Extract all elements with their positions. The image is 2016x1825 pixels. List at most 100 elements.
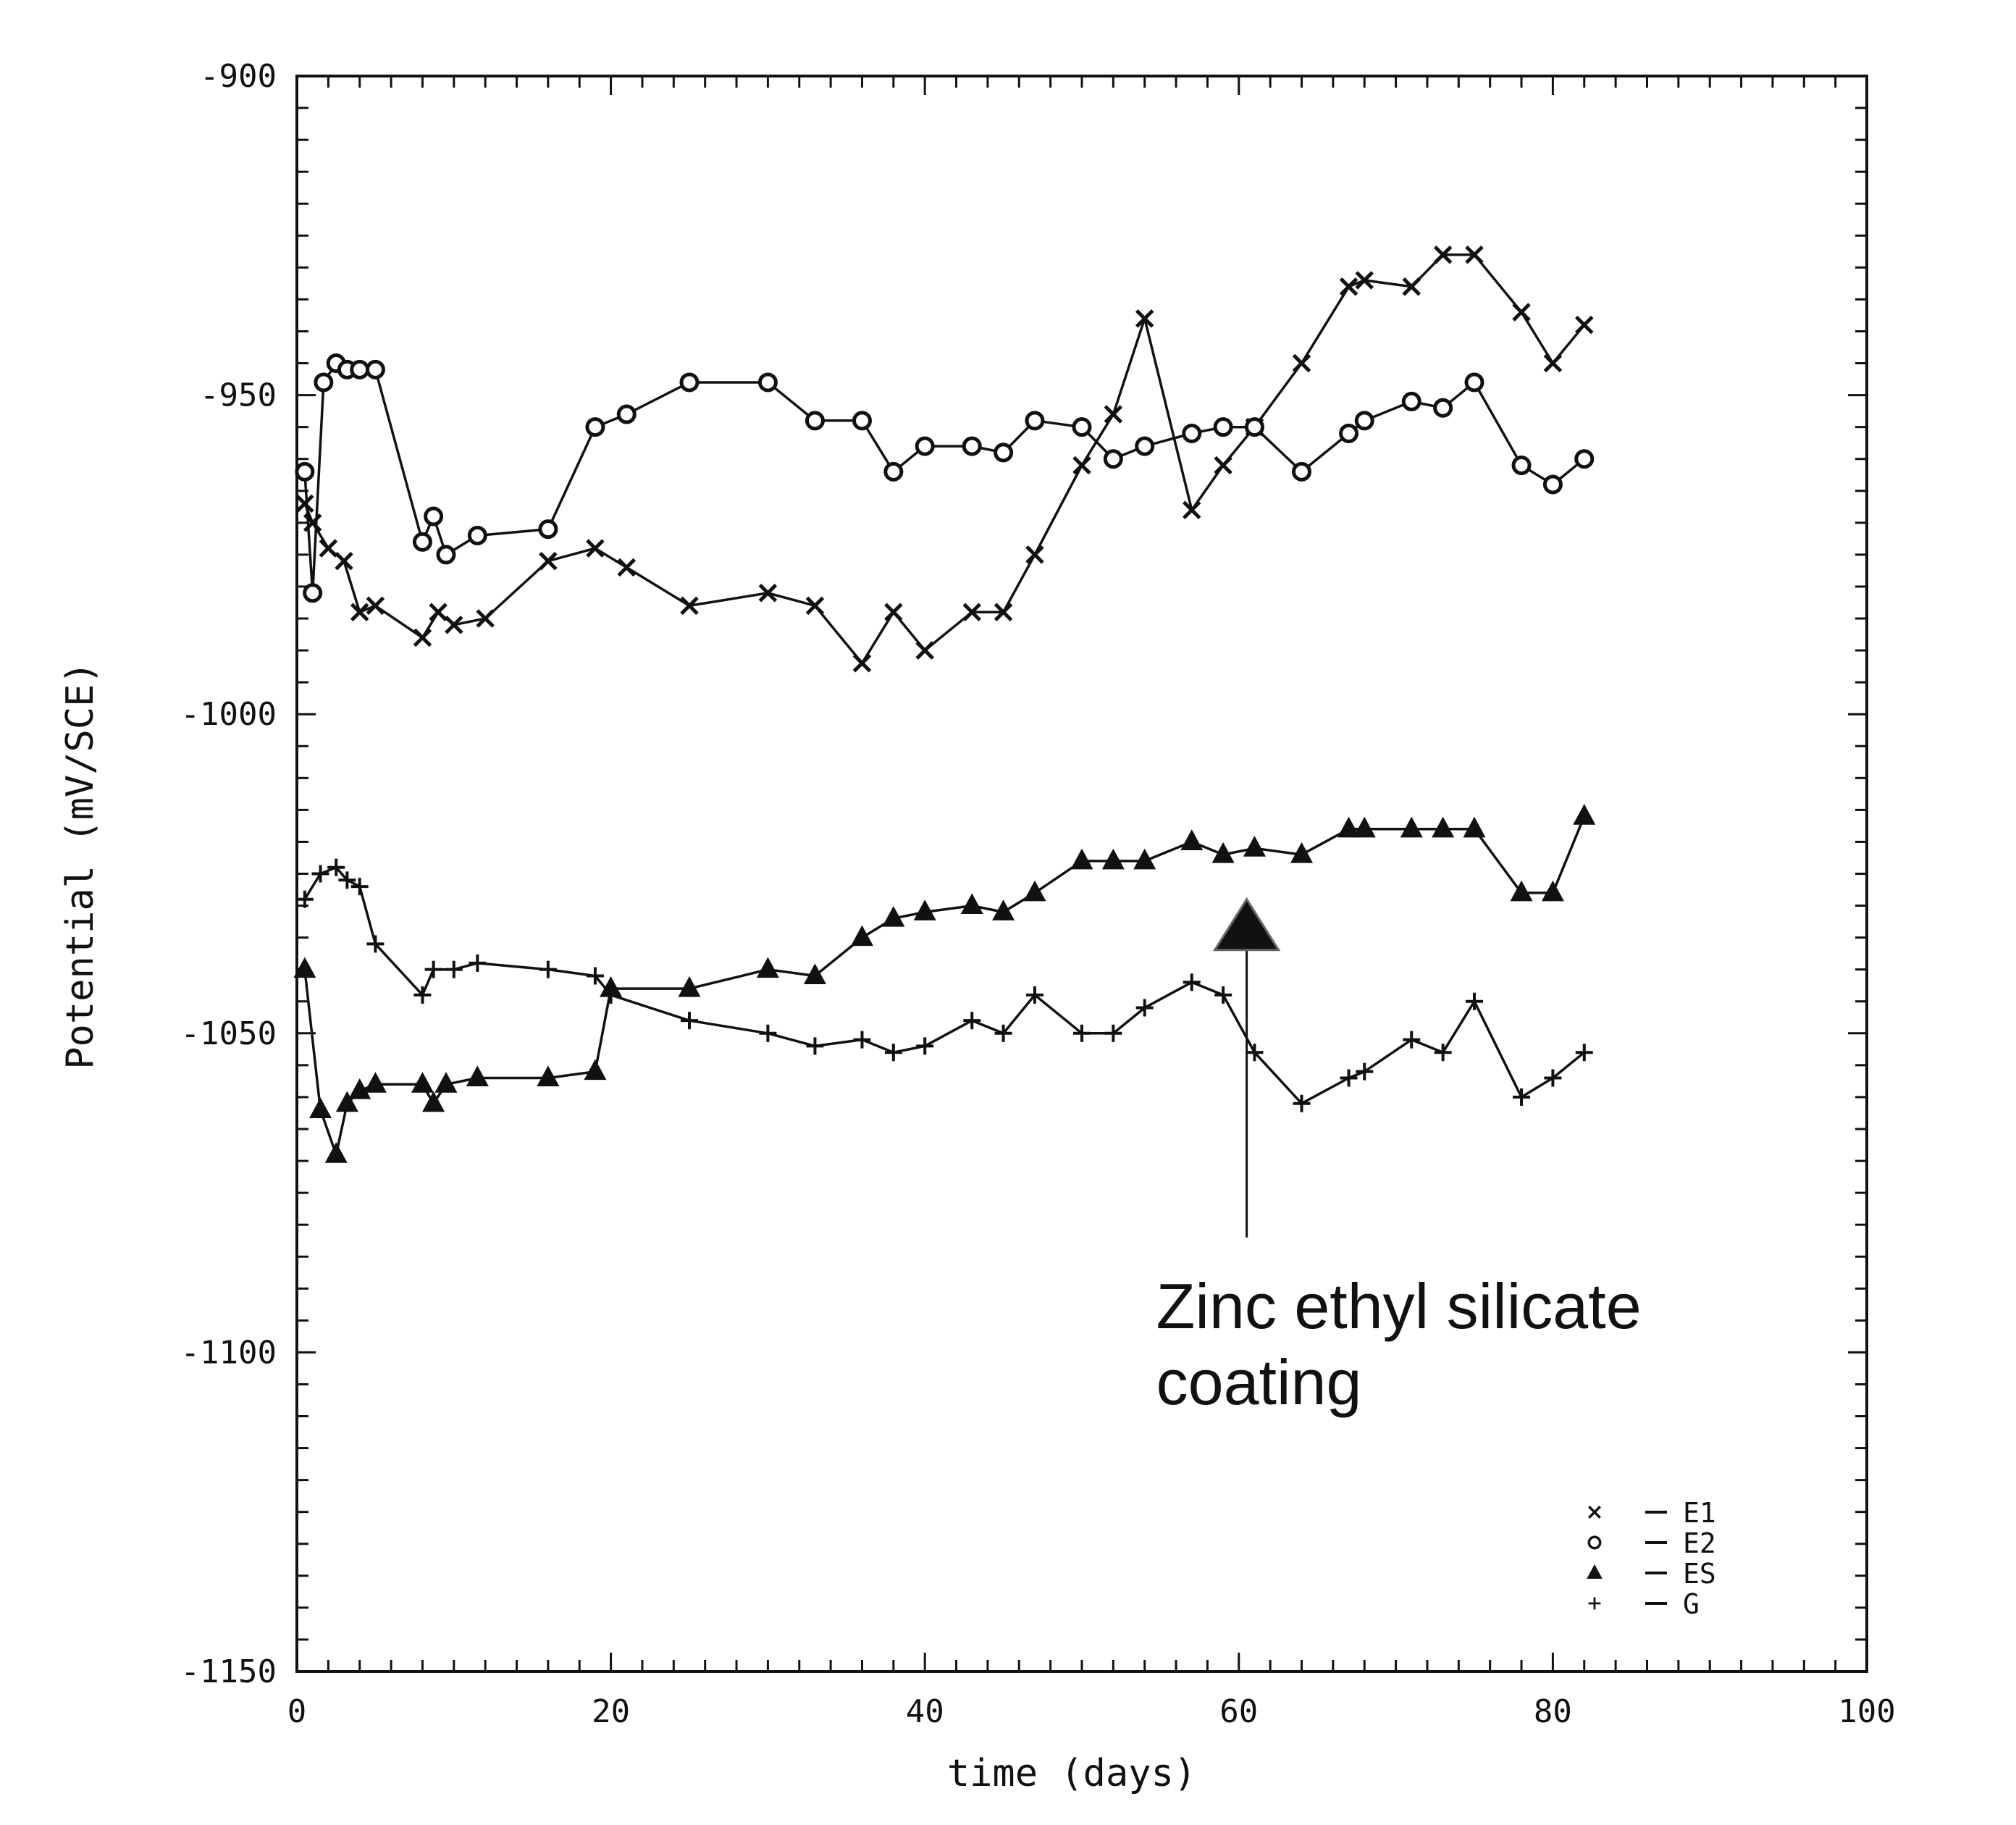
marker-triangle xyxy=(348,1078,371,1099)
data-point xyxy=(1400,816,1423,838)
x-tick-label: 100 xyxy=(1838,1693,1895,1730)
data-point xyxy=(960,893,983,915)
data-point xyxy=(616,404,637,424)
data-point xyxy=(1290,842,1314,863)
data-point xyxy=(806,1037,824,1055)
marker-circle xyxy=(679,372,700,393)
data-point xyxy=(1182,423,1202,443)
data-point xyxy=(1433,398,1453,418)
data-point xyxy=(681,1012,698,1030)
data-point xyxy=(295,890,314,908)
data-point xyxy=(1434,1044,1452,1062)
marker-triangle xyxy=(309,1097,332,1119)
marker-x xyxy=(366,596,385,616)
marker-x xyxy=(1433,245,1453,264)
series-e1 xyxy=(295,245,1594,673)
marker-x xyxy=(1402,277,1421,296)
marker-circle xyxy=(1511,456,1532,476)
data-point xyxy=(1135,309,1154,328)
marker-circle xyxy=(1587,1535,1602,1550)
data-point xyxy=(1340,1069,1358,1087)
data-point xyxy=(335,1091,358,1112)
data-point xyxy=(1072,417,1092,437)
data-point xyxy=(1433,245,1453,264)
data-point xyxy=(584,1059,607,1081)
data-point xyxy=(1070,848,1093,870)
marker-x xyxy=(1135,309,1154,328)
marker-triangle xyxy=(1353,816,1376,838)
marker-x xyxy=(1512,303,1531,322)
data-point xyxy=(466,1065,489,1086)
y-tick-label: -900 xyxy=(200,58,277,95)
data-point xyxy=(1072,456,1091,475)
marker-x xyxy=(680,596,699,616)
data-point xyxy=(1023,880,1046,902)
data-point xyxy=(469,954,487,972)
marker-x xyxy=(335,551,353,571)
marker-triangle xyxy=(411,1072,434,1093)
data-point xyxy=(1543,353,1563,373)
data-point xyxy=(1104,405,1123,424)
marker-circle xyxy=(350,359,370,379)
marker-x xyxy=(1072,456,1091,475)
data-point xyxy=(1354,411,1374,431)
marker-x xyxy=(476,609,495,628)
data-point xyxy=(586,967,604,985)
data-point xyxy=(1353,816,1376,838)
marker-circle xyxy=(883,461,904,482)
data-point xyxy=(364,1072,387,1093)
marker-x xyxy=(1214,456,1232,475)
data-point xyxy=(1025,986,1043,1004)
data-point xyxy=(538,519,558,540)
marker-triangle xyxy=(1573,804,1596,825)
marker-triangle xyxy=(324,1142,348,1163)
data-point xyxy=(424,506,444,526)
series-line xyxy=(303,361,1585,595)
data-point xyxy=(338,871,356,889)
marker-x xyxy=(758,584,778,603)
data-point xyxy=(758,584,778,603)
data-point xyxy=(1293,1094,1311,1112)
marker-triangle xyxy=(537,1065,560,1086)
marker-x xyxy=(1588,1506,1601,1519)
data-point xyxy=(295,494,314,513)
data-point xyxy=(1337,816,1361,838)
series-group xyxy=(293,245,1596,1163)
data-point xyxy=(445,960,463,978)
legend-label: E1 xyxy=(1683,1497,1716,1529)
data-point xyxy=(1512,303,1531,322)
legend-label: E2 xyxy=(1683,1527,1716,1559)
marker-x xyxy=(805,596,825,616)
data-point xyxy=(467,525,487,545)
data-point xyxy=(365,359,385,379)
data-point xyxy=(852,411,872,431)
x-tick-label: 40 xyxy=(906,1693,944,1730)
data-point xyxy=(348,1078,371,1099)
data-point xyxy=(756,957,779,978)
data-point xyxy=(319,539,338,558)
data-point xyxy=(1182,500,1201,519)
marker-triangle xyxy=(882,906,905,927)
data-point xyxy=(324,1142,348,1163)
marker-x xyxy=(295,494,314,513)
marker-triangle xyxy=(584,1059,607,1081)
tick-labels: 0 20 40 60 80 100 -900 -950 -1000 -1050 -1100 -1150 xyxy=(181,58,1896,1730)
data-point xyxy=(1510,880,1533,902)
data-point xyxy=(539,960,557,978)
data-point xyxy=(366,596,385,616)
data-point xyxy=(1432,816,1455,838)
marker-triangle xyxy=(756,957,779,978)
legend-label: G xyxy=(1683,1588,1700,1620)
marker-x xyxy=(1543,353,1563,373)
annotation-text: Zinc ethyl silicate xyxy=(1156,1270,1642,1342)
data-point xyxy=(537,1065,560,1086)
data-point xyxy=(884,1044,902,1062)
data-point xyxy=(366,935,385,953)
data-point xyxy=(411,1072,434,1093)
data-point xyxy=(1587,1535,1602,1550)
data-point xyxy=(335,551,353,571)
marker-x xyxy=(586,539,605,558)
marker-triangle xyxy=(1463,816,1486,838)
